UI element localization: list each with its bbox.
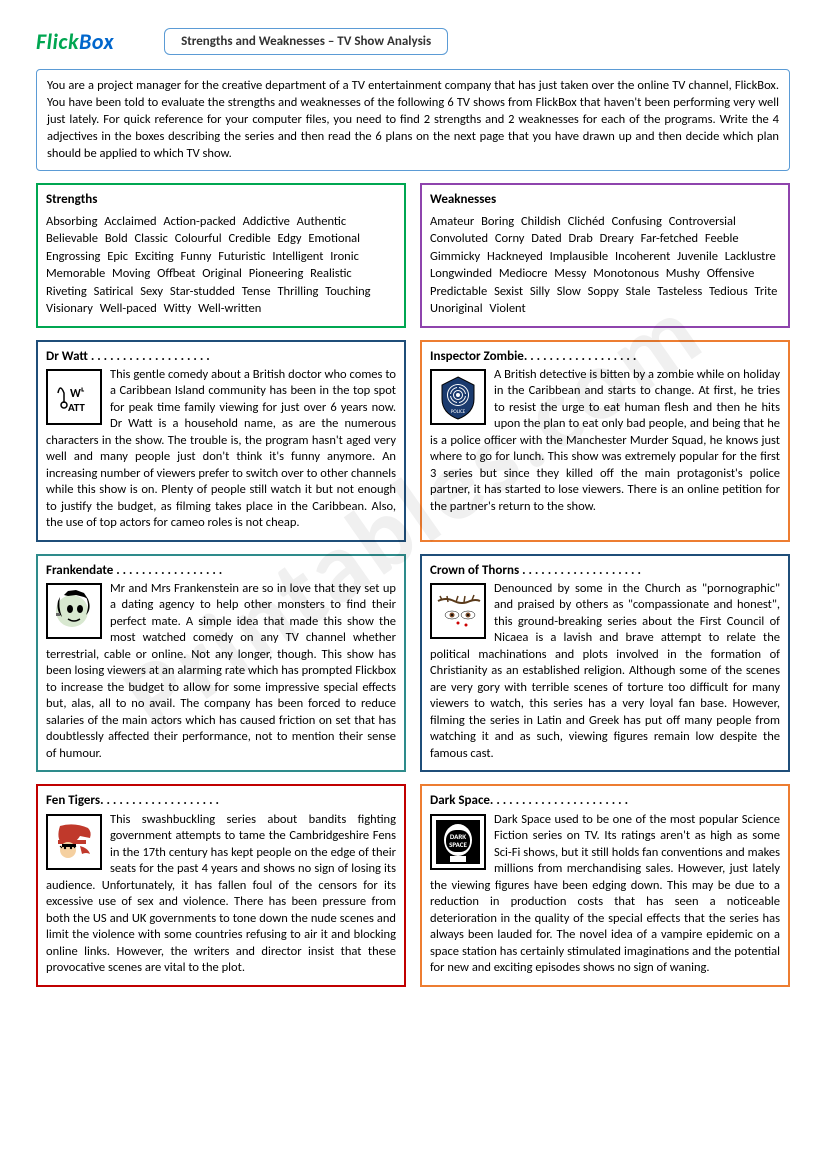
weaknesses-box: Weaknesses Amateur Boring Childish Clich… (420, 183, 790, 327)
show-title: Inspector Zombie. . . . . . . . . . . . … (430, 348, 780, 365)
show-body: This swashbuckling series about bandits … (46, 812, 396, 977)
logo-part1: Flick (36, 28, 79, 55)
show-box: Dark Space. . . . . . . . . . . . . . . … (420, 784, 790, 986)
show-box: Frankendate . . . . . . . . . . . . . . … (36, 554, 406, 773)
show-body: A British detective is bitten by a zombi… (430, 367, 780, 516)
header: FlickBox Strengths and Weaknesses – TV S… (36, 28, 790, 55)
logo-part2: Box (79, 28, 114, 55)
frank-icon (46, 583, 102, 639)
tiger-icon (46, 814, 102, 870)
page-title: Strengths and Weaknesses – TV Show Analy… (164, 28, 448, 55)
logo: FlickBox (36, 28, 114, 55)
show-row: Dr Watt . . . . . . . . . . . . . . . . … (36, 340, 790, 542)
show-title: Dark Space. . . . . . . . . . . . . . . … (430, 792, 780, 809)
show-title: Crown of Thorns . . . . . . . . . . . . … (430, 562, 780, 579)
show-title: Fen Tigers. . . . . . . . . . . . . . . … (46, 792, 396, 809)
show-body: Mr and Mrs Frankenstein are so in love t… (46, 581, 396, 763)
strengths-words: Absorbing Acclaimed Action-packed Addict… (46, 213, 396, 318)
intro-text: You are a project manager for the creati… (36, 69, 790, 171)
weaknesses-words: Amateur Boring Childish Clichéd Confusin… (430, 213, 780, 318)
show-box: Fen Tigers. . . . . . . . . . . . . . . … (36, 784, 406, 986)
show-body: Denounced by some in the Church as "porn… (430, 581, 780, 763)
zombie-icon (430, 369, 486, 425)
show-box: Dr Watt . . . . . . . . . . . . . . . . … (36, 340, 406, 542)
show-body: This gentle comedy about a British docto… (46, 367, 396, 532)
show-body: Dark Space used to be one of the most po… (430, 812, 780, 977)
space-icon (430, 814, 486, 870)
show-box: Crown of Thorns . . . . . . . . . . . . … (420, 554, 790, 773)
show-row: Frankendate . . . . . . . . . . . . . . … (36, 554, 790, 773)
watt-icon (46, 369, 102, 425)
thorns-icon (430, 583, 486, 639)
wordbank-row: Strengths Absorbing Acclaimed Action-pac… (36, 183, 790, 327)
show-row: Fen Tigers. . . . . . . . . . . . . . . … (36, 784, 790, 986)
show-box: Inspector Zombie. . . . . . . . . . . . … (420, 340, 790, 542)
shows-grid: Dr Watt . . . . . . . . . . . . . . . . … (36, 340, 790, 987)
show-title: Frankendate . . . . . . . . . . . . . . … (46, 562, 396, 579)
strengths-heading: Strengths (46, 191, 396, 209)
strengths-box: Strengths Absorbing Acclaimed Action-pac… (36, 183, 406, 327)
weaknesses-heading: Weaknesses (430, 191, 780, 209)
show-title: Dr Watt . . . . . . . . . . . . . . . . … (46, 348, 396, 365)
